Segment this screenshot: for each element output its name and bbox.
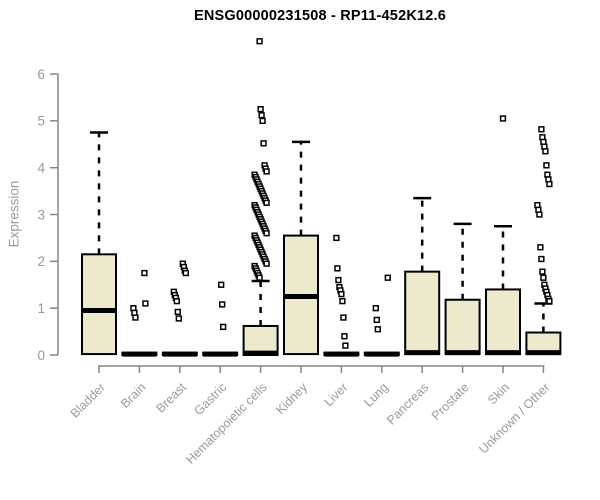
outlier-lung — [374, 326, 381, 333]
outlier-liver — [335, 276, 342, 284]
x-tick-label-breast: Breast — [153, 380, 189, 416]
outlier-lung — [372, 305, 379, 312]
x-tick-label-liver: Liver — [321, 380, 350, 409]
x-tick-label-kidney: Kidney — [273, 380, 310, 417]
outlier-hematopoietic-cells — [260, 140, 267, 147]
outlier-breast — [182, 269, 189, 277]
outlier-gastric — [219, 301, 226, 308]
y-tick-label-3: 3 — [37, 207, 45, 222]
outlier-hematopoietic-cells — [256, 274, 263, 281]
outlier-hematopoietic-cells — [263, 230, 270, 237]
y-tick-label-4: 4 — [37, 160, 45, 175]
box-bladder — [81, 253, 117, 356]
box-prostate — [444, 298, 481, 356]
outlier-unknown-other — [546, 297, 553, 305]
outlier-gastric — [220, 323, 227, 331]
outlier-skin — [499, 115, 507, 122]
outlier-breast — [174, 308, 181, 316]
y-tick-label-2: 2 — [37, 254, 45, 269]
outlier-unknown-other — [539, 268, 546, 275]
outlier-lung — [384, 274, 391, 281]
y-tick-label-1: 1 — [37, 301, 45, 316]
outlier-brain — [132, 314, 139, 321]
outlier-unknown-other — [542, 148, 549, 155]
box-hematopoietic-cells — [242, 324, 279, 356]
outlier-unknown-other — [546, 180, 553, 188]
outlier-hematopoietic-cells — [263, 260, 270, 267]
outlier-liver — [341, 333, 348, 340]
outlier-hematopoietic-cells — [263, 199, 270, 206]
y-tick-label-5: 5 — [37, 114, 45, 129]
outlier-hematopoietic-cells — [257, 105, 264, 113]
outlier-liver — [340, 314, 347, 321]
x-tick-label-bladder: Bladder — [68, 380, 108, 420]
outlier-liver — [342, 342, 349, 349]
outlier-hematopoietic-cells — [258, 112, 265, 119]
outlier-unknown-other — [537, 244, 544, 251]
outlier-liver — [338, 290, 345, 298]
outlier-liver — [334, 265, 341, 272]
outlier-unknown-other — [538, 126, 545, 133]
outlier-liver — [339, 297, 346, 305]
x-tick-label-pancreas: Pancreas — [384, 380, 431, 427]
x-tick-label-unknown-other: Unknown / Other — [476, 380, 552, 456]
outlier-gastric — [218, 281, 225, 288]
outlier-hematopoietic-cells — [259, 117, 266, 124]
x-tick-label-lung: Lung — [361, 380, 391, 410]
x-tick-label-hematopoietic-cells: Hematopoietic cells — [183, 380, 270, 467]
outlier-hematopoietic-cells — [263, 168, 270, 175]
y-tick-label-0: 0 — [37, 348, 45, 363]
box-skin — [485, 288, 521, 356]
outlier-unknown-other — [543, 162, 550, 169]
x-tick-label-gastric: Gastric — [191, 380, 229, 418]
outlier-unknown-other — [538, 255, 545, 263]
y-tick-label-6: 6 — [37, 67, 45, 82]
outlier-unknown-other — [536, 211, 543, 218]
outlier-brain — [141, 269, 148, 277]
outlier-hematopoietic-cells — [256, 38, 263, 45]
outlier-breast — [175, 315, 182, 322]
outlier-breast — [173, 297, 180, 305]
outlier-lung — [373, 316, 380, 324]
box-pancreas — [404, 270, 441, 356]
chart-title: ENSG00000231508 - RP11-452K12.6 — [193, 8, 447, 24]
x-tick-label-prostate: Prostate — [429, 380, 472, 423]
x-tick-label-brain: Brain — [118, 380, 149, 411]
outlier-unknown-other — [540, 274, 547, 281]
outlier-brain — [142, 300, 149, 307]
x-tick-label-skin: Skin — [485, 380, 512, 407]
outlier-liver — [333, 234, 340, 242]
